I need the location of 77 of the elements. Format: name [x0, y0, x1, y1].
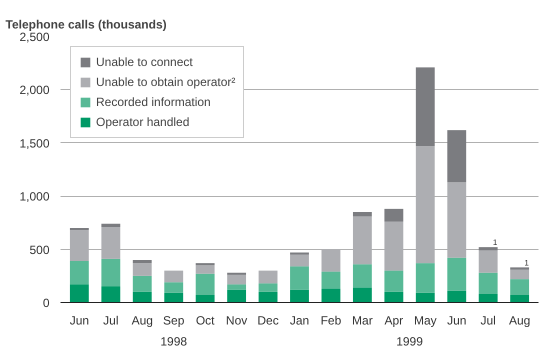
bar [384, 208, 404, 222]
y-tick-label: 1,500 [19, 136, 50, 150]
x-tick-label: Aug [508, 314, 530, 328]
legend-label: Unable to obtain operator² [96, 75, 236, 89]
x-tick-label: Jun [447, 314, 466, 328]
bar [352, 212, 372, 216]
bar [322, 272, 340, 289]
bar [101, 224, 120, 227]
bar [196, 274, 215, 296]
bar [290, 290, 309, 302]
bar [258, 270, 278, 284]
bar [384, 292, 404, 302]
bar [447, 130, 466, 182]
bar [352, 264, 372, 288]
x-tick-label: Jul [103, 314, 118, 328]
y-tick-label: 0 [42, 296, 50, 310]
text: 1999 [396, 334, 424, 348]
bar [132, 276, 152, 292]
bar [227, 290, 246, 302]
bar [322, 288, 340, 302]
bar [196, 265, 215, 274]
legend-label: Unable to connect [96, 55, 193, 69]
x-tick-label: Aug [132, 314, 153, 328]
bar [416, 67, 435, 146]
bar [352, 288, 372, 302]
bar [290, 266, 309, 290]
y-tick-label: 2,000 [19, 83, 50, 98]
bar [447, 258, 466, 291]
bar [70, 284, 89, 302]
bar [101, 286, 120, 302]
bar [478, 247, 498, 250]
legend-label: Recorded information [96, 95, 211, 109]
x-tick-label: Jun [70, 314, 90, 328]
x-tick-label: Jan [290, 314, 310, 328]
x-tick-label: Mar [352, 314, 373, 328]
bar [510, 270, 530, 280]
x-tick-label: Jul [480, 314, 496, 328]
bar [416, 292, 435, 302]
legend-label: Operator handled [96, 115, 190, 129]
bar [132, 263, 152, 276]
bar [478, 294, 498, 302]
bar [478, 250, 498, 273]
y-tick-label: 2,500 [19, 30, 50, 44]
text: 1998 [160, 334, 188, 348]
y-tick-label: 500 [29, 242, 50, 257]
bar [164, 270, 184, 282]
bar [510, 279, 530, 296]
y-tick-label: 1,000 [19, 190, 50, 204]
bar [101, 258, 120, 287]
bar [290, 254, 309, 266]
bar [196, 295, 215, 302]
bar [132, 292, 152, 302]
x-tick-label: Dec [257, 314, 279, 328]
bar [510, 267, 530, 270]
x-tick-label: Feb [320, 314, 342, 328]
bar [510, 295, 530, 302]
bar [132, 260, 152, 264]
x-tick-label: May [414, 314, 437, 328]
bar [258, 283, 278, 292]
x-tick-label: Apr [384, 314, 404, 328]
bar [227, 284, 246, 290]
annotation: 1 [524, 258, 530, 268]
bar [258, 292, 278, 302]
bar [384, 270, 404, 292]
bar [447, 290, 466, 302]
bar [290, 252, 309, 255]
bar [164, 292, 184, 302]
annotation: 1 [492, 238, 498, 248]
chart-title: Telephone calls (thousands) [6, 18, 167, 32]
x-tick-label: Oct [196, 314, 216, 328]
bar [416, 263, 435, 293]
bar [227, 274, 246, 284]
bar [478, 272, 498, 294]
x-tick-label: Sep [163, 314, 185, 328]
bar [164, 282, 184, 293]
bar [70, 261, 89, 284]
x-tick-label: Nov [226, 314, 248, 328]
